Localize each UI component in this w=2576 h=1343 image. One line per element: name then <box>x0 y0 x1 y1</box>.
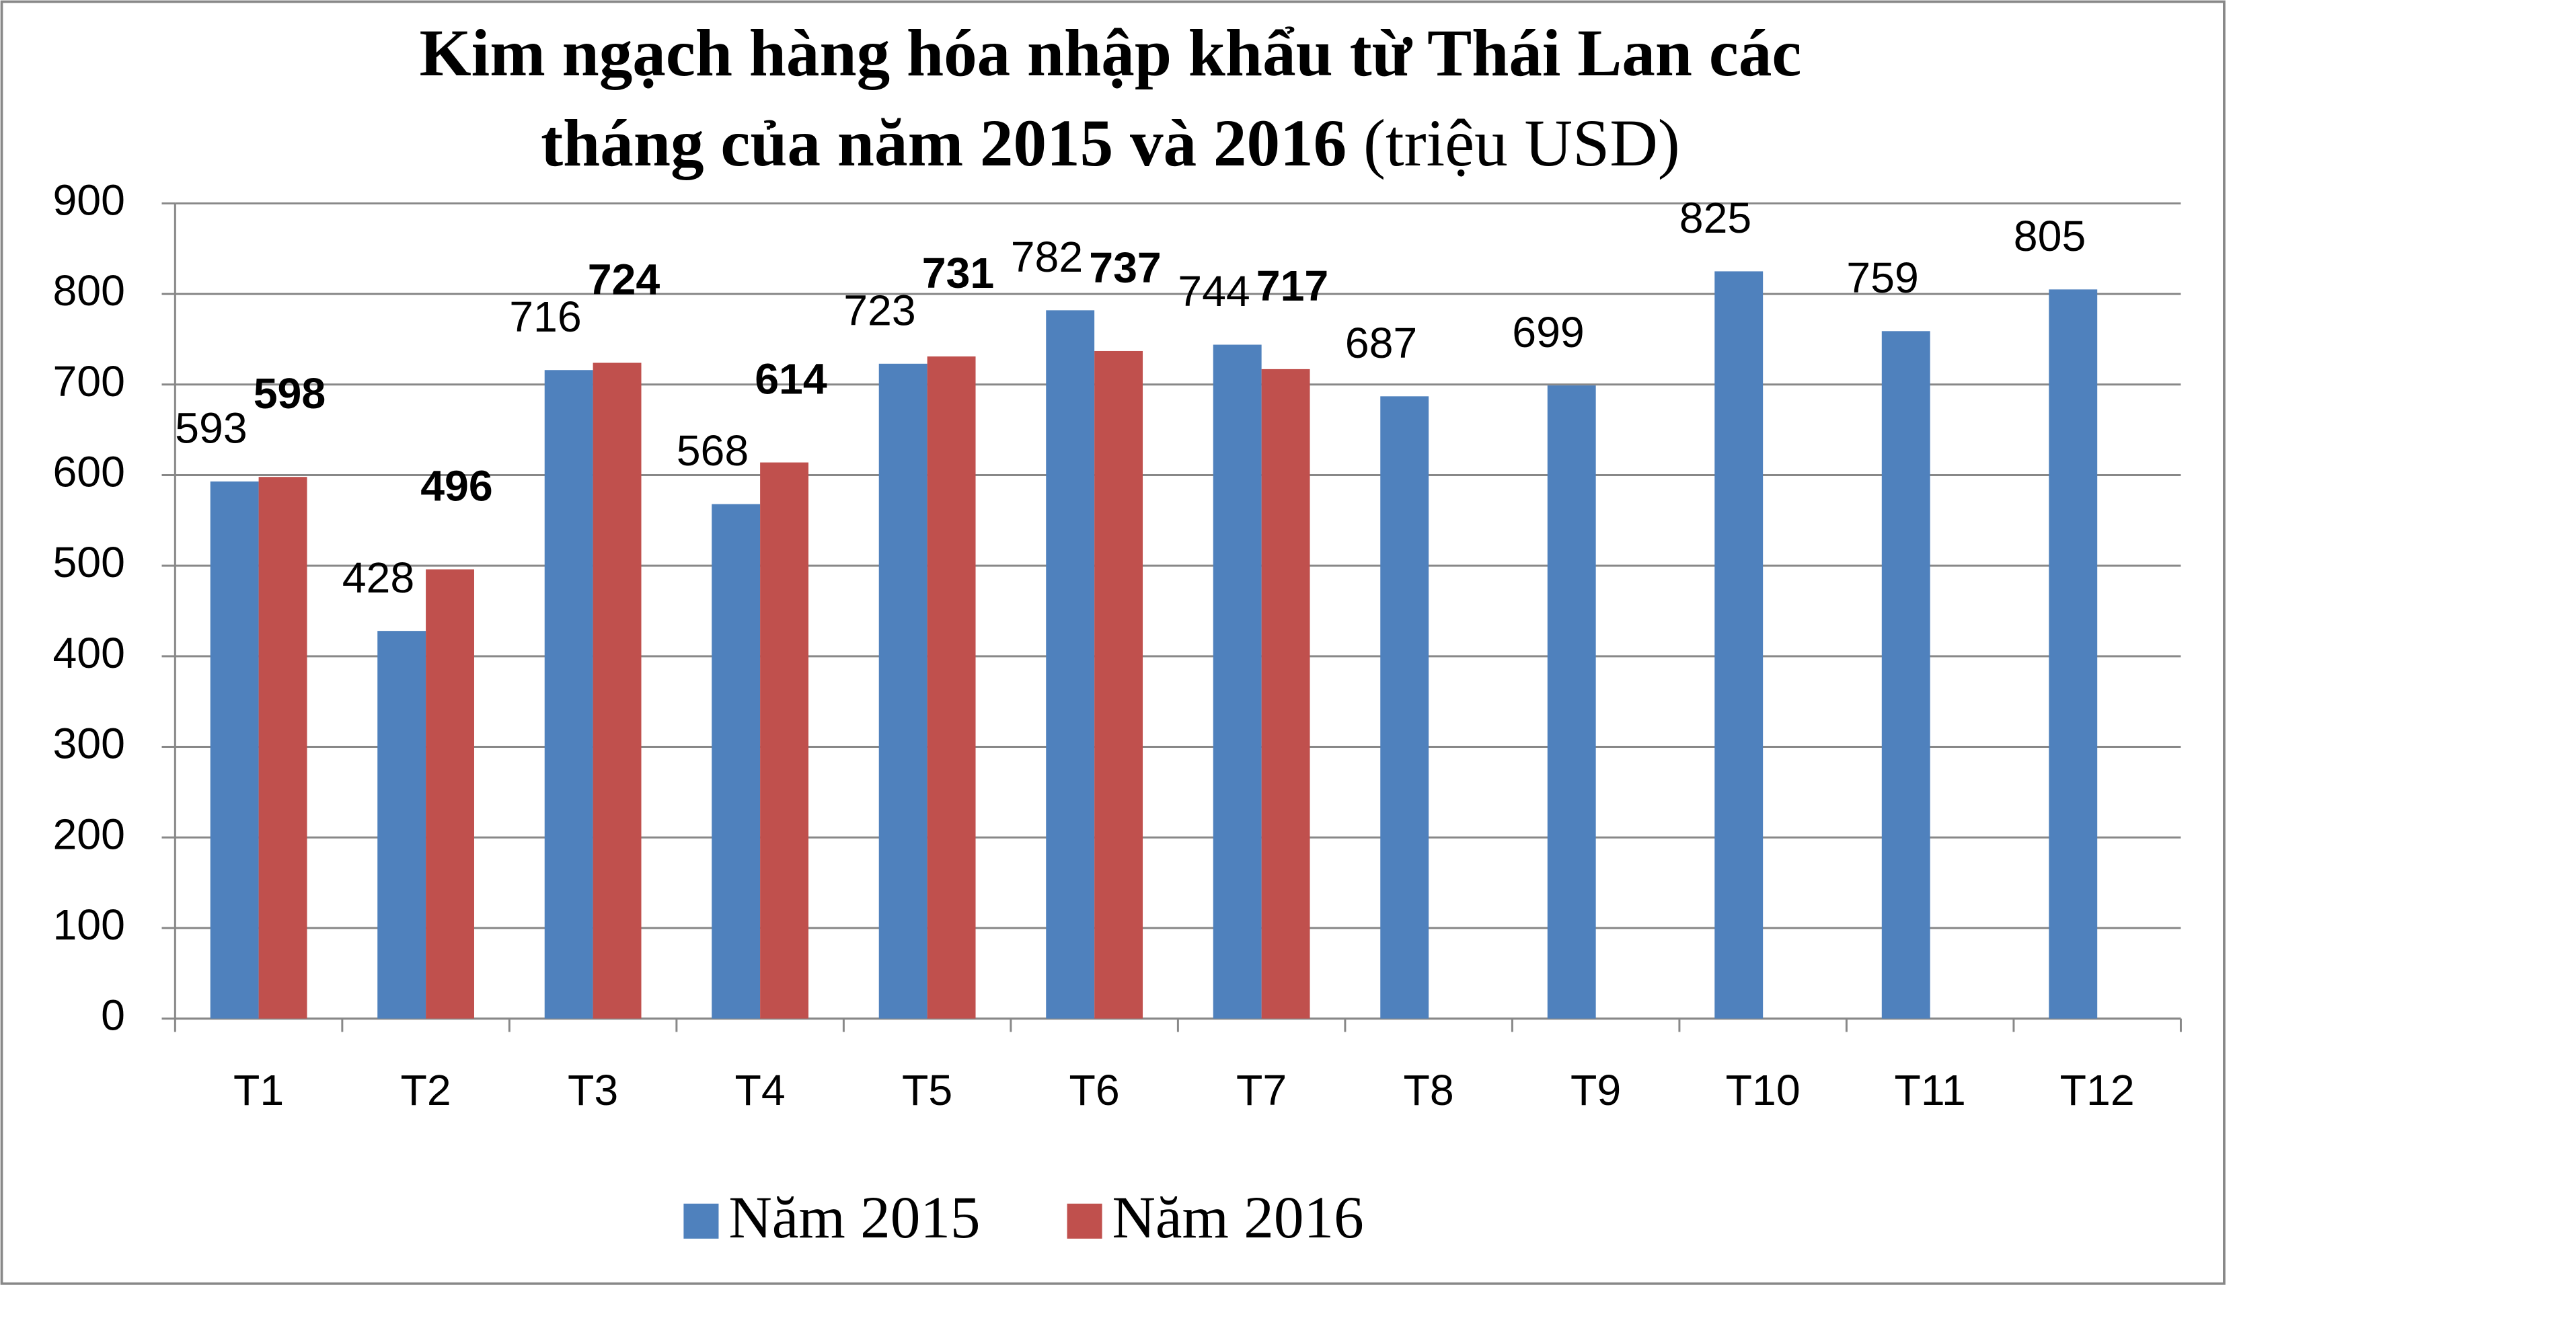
data-label: 614 <box>755 355 827 404</box>
y-tick-label: 300 <box>52 720 125 768</box>
y-tick-label: 500 <box>52 538 125 586</box>
data-label: 782 <box>1011 233 1084 281</box>
data-label: 724 <box>588 256 660 304</box>
y-tick-label: 900 <box>52 176 125 224</box>
bar <box>878 363 927 1019</box>
data-label: 717 <box>1256 262 1329 310</box>
data-label: 428 <box>342 553 415 602</box>
bar <box>1261 369 1310 1019</box>
y-tick-label: 200 <box>52 810 125 858</box>
data-label: 593 <box>175 404 248 453</box>
bar <box>377 631 426 1019</box>
bar <box>2049 289 2098 1019</box>
bar <box>712 504 761 1019</box>
bar <box>1547 385 1596 1019</box>
data-label: 699 <box>1512 308 1585 356</box>
y-tick-label: 800 <box>52 266 125 315</box>
y-tick-label: 400 <box>52 629 125 677</box>
bar <box>1380 396 1429 1019</box>
data-label: 716 <box>509 293 582 341</box>
data-label: 731 <box>922 249 995 297</box>
data-label: 759 <box>1846 254 1919 302</box>
data-label: 568 <box>677 426 749 475</box>
x-tick-label: T5 <box>902 1066 952 1114</box>
x-tick-label: T3 <box>568 1066 618 1114</box>
data-label: 598 <box>254 369 326 418</box>
data-label: 496 <box>420 462 493 510</box>
x-tick-label: T9 <box>1570 1066 1621 1114</box>
legend-swatch <box>683 1203 719 1239</box>
legend-swatch <box>1067 1203 1102 1239</box>
bar <box>1714 271 1764 1019</box>
legend-label: Năm 2016 <box>1112 1184 1363 1251</box>
data-label: 744 <box>1178 267 1250 315</box>
chart-title-unit: (triệu USD) <box>1363 107 1680 180</box>
y-tick-label: 600 <box>52 448 125 496</box>
bar <box>426 569 474 1019</box>
y-tick-label: 100 <box>52 900 125 949</box>
x-tick-label: T2 <box>400 1066 451 1114</box>
data-label: 737 <box>1089 243 1162 292</box>
bar <box>1881 331 1930 1019</box>
legend-label: Năm 2015 <box>728 1184 980 1251</box>
bar <box>1046 310 1095 1019</box>
bar <box>210 481 259 1019</box>
x-tick-label: T10 <box>1726 1066 1801 1114</box>
chart-title: tháng của năm 2015 và 2016 (triệu USD) <box>541 107 1680 180</box>
data-label: 825 <box>1679 194 1752 242</box>
x-tick-label: T12 <box>2060 1066 2135 1114</box>
data-label: 687 <box>1345 319 1418 367</box>
x-tick-label: T7 <box>1236 1066 1287 1114</box>
data-label: 805 <box>2014 212 2086 260</box>
x-tick-label: T8 <box>1404 1066 1454 1114</box>
bar <box>544 370 593 1019</box>
x-tick-label: T1 <box>233 1066 284 1114</box>
bar <box>927 356 976 1019</box>
bar <box>1094 350 1143 1019</box>
y-tick-label: 700 <box>52 357 125 406</box>
chart-title: Kim ngạch hàng hóa nhập khẩu từ Thái Lan… <box>420 17 1802 90</box>
chart-title-line: tháng của năm 2015 và 2016 <box>541 107 1347 180</box>
x-tick-label: T6 <box>1069 1066 1120 1114</box>
bar <box>593 362 642 1019</box>
x-tick-label: T4 <box>735 1066 786 1114</box>
bar <box>760 462 809 1019</box>
data-label: 723 <box>843 286 916 334</box>
bar <box>258 477 307 1019</box>
y-tick-label: 0 <box>101 991 125 1040</box>
x-tick-label: T11 <box>1895 1066 1966 1114</box>
bar <box>1213 344 1262 1019</box>
